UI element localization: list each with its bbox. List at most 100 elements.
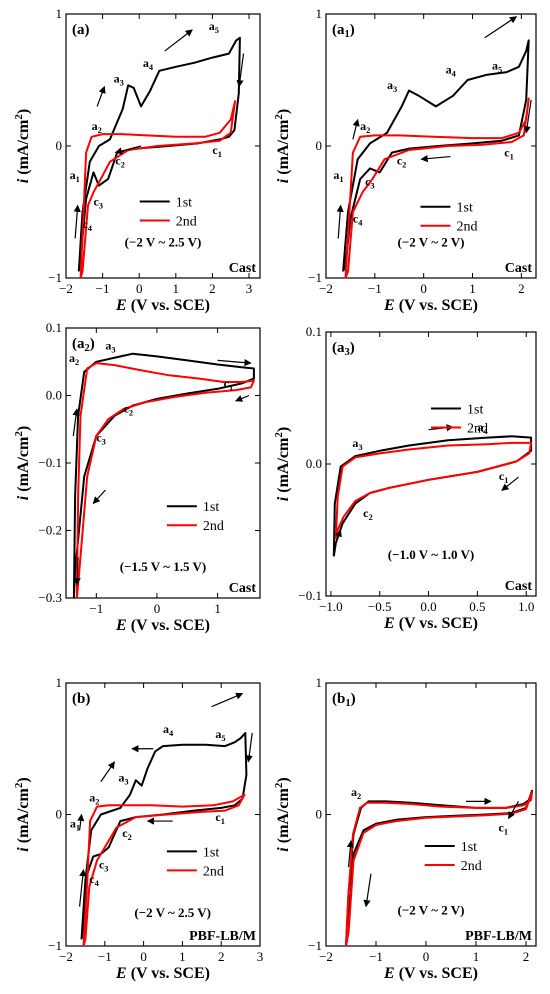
scan-direction-arrow — [72, 408, 80, 437]
peak-label-c2: c2 — [115, 153, 125, 169]
x-tick-label: −2 — [59, 281, 73, 296]
series-line-second — [82, 793, 246, 946]
potential-range-label: (−2 V ~ 2.5 V) — [125, 234, 202, 249]
peak-label-c1: c1 — [224, 376, 234, 392]
x-tick-label: 0 — [154, 601, 161, 616]
material-label: PBF-LB/M — [189, 929, 256, 944]
x-tick-label: −1 — [368, 281, 382, 296]
scan-direction-arrow — [420, 155, 451, 163]
potential-range-label: (−2 V ~ 2.5 V) — [134, 905, 211, 920]
peak-label-a1: a1 — [70, 168, 80, 184]
scan-direction-arrow — [78, 869, 87, 907]
y-axis-title: i (mA/cm2) — [13, 426, 32, 500]
y-axis-title: i (mA/cm2) — [13, 777, 32, 851]
peak-label-a1: a1 — [70, 817, 80, 833]
x-tick-label: −2 — [319, 949, 333, 964]
material-label: Cast — [229, 261, 257, 276]
y-tick-label: 1 — [316, 675, 323, 690]
x-axis-title: E (V vs. SCE) — [383, 615, 478, 632]
panel-tag: (a) — [72, 22, 90, 38]
y-tick-label: −0.1 — [298, 588, 322, 603]
peak-label-a2: a2 — [92, 119, 102, 135]
scan-direction-arrow — [336, 204, 344, 239]
y-tick-label: 0.1 — [306, 324, 322, 339]
peak-label-c3: c3 — [365, 175, 375, 191]
y-tick-label: 1 — [56, 675, 63, 690]
plot-frame — [65, 327, 261, 599]
x-tick-label: −1 — [98, 949, 112, 964]
scan-direction-arrow — [352, 118, 360, 140]
scan-direction-arrow — [100, 761, 115, 782]
peak-label-c2: c2 — [122, 826, 132, 842]
peak-label-a4: a4 — [143, 56, 154, 72]
scan-direction-arrow — [235, 394, 250, 402]
peak-label-a5: a5 — [209, 19, 219, 35]
x-tick-label: −1 — [89, 601, 103, 616]
peak-label-a2: a2 — [360, 119, 370, 135]
legend-label-first: 1st — [461, 840, 477, 855]
potential-range-label: (−1.0 V ~ 1.0 V) — [388, 547, 474, 562]
peak-label-a4: a4 — [446, 62, 457, 78]
y-tick-label: −1 — [48, 938, 62, 953]
legend-label-first: 1st — [457, 201, 473, 216]
peak-label-a2: a2 — [69, 351, 79, 367]
series-line-first — [80, 732, 248, 940]
scan-direction-arrow — [523, 99, 532, 134]
x-tick-label: −2 — [319, 281, 333, 296]
series-group — [342, 39, 530, 278]
panel-tag: (a3) — [332, 340, 355, 358]
y-tick-label: −1 — [308, 938, 322, 953]
scan-direction-arrow — [73, 204, 81, 239]
scan-direction-arrow — [211, 692, 244, 708]
peak-label-c3: c3 — [96, 430, 106, 446]
x-tick-label: 0 — [140, 949, 147, 964]
y-tick-label: 0.0 — [46, 388, 62, 403]
scan-direction-arrow — [217, 358, 252, 367]
peak-label-c4: c4 — [82, 217, 92, 233]
panel-3: −1.0 −0.5 0.0 0.5 1.0 −0.1 0.0 0.1 E (V vs. SCE)… — [273, 324, 537, 632]
series-group — [332, 435, 533, 557]
series-line-second — [75, 362, 255, 598]
peak-label-a2: a2 — [89, 790, 99, 806]
peak-label-c3: c3 — [99, 857, 109, 873]
x-tick-label: 2 — [209, 281, 216, 296]
x-tick-label: 0 — [420, 281, 427, 296]
panel-tag: (a1) — [332, 22, 355, 40]
y-tick-label: 0.0 — [306, 456, 322, 471]
panel-tag: (b1) — [332, 691, 356, 709]
peak-label-a1: a1 — [333, 168, 343, 184]
legend-label-first: 1st — [176, 195, 192, 210]
x-tick-label: 1 — [214, 601, 221, 616]
legend-label-second: 2nd — [203, 519, 224, 534]
potential-range-label: (−2 V ~ 2 V) — [398, 234, 465, 249]
legend-label-first: 1st — [203, 845, 219, 860]
legend-label-first: 1st — [203, 500, 219, 515]
scan-direction-arrow — [501, 476, 519, 491]
series-line-second — [334, 441, 533, 540]
x-axis-title: E (V vs. SCE) — [383, 965, 478, 982]
series-line-second — [344, 97, 530, 278]
x-tick-label: 3 — [246, 281, 253, 296]
x-tick-label: 1 — [469, 281, 476, 296]
y-tick-label: 0 — [316, 807, 323, 822]
scan-direction-arrow — [73, 557, 81, 586]
x-tick-label: −2 — [59, 949, 73, 964]
peak-label-c2: c2 — [363, 506, 373, 522]
legend-label-second: 2nd — [467, 422, 488, 437]
x-tick-label: −0.5 — [368, 599, 392, 614]
x-tick-label: 3 — [257, 949, 264, 964]
y-axis-title: i (mA/cm2) — [273, 427, 292, 501]
peak-label-a5: a5 — [215, 727, 225, 743]
legend-label-first: 1st — [467, 403, 483, 418]
material-label: Cast — [229, 581, 257, 596]
y-tick-label: 0 — [56, 138, 63, 153]
scan-direction-arrow — [236, 53, 245, 88]
series-line-first — [77, 36, 241, 272]
y-tick-label: 0 — [56, 807, 63, 822]
y-tick-label: −0.2 — [38, 523, 62, 538]
scan-direction-arrow — [346, 840, 354, 868]
x-tick-label: 1 — [473, 949, 480, 964]
